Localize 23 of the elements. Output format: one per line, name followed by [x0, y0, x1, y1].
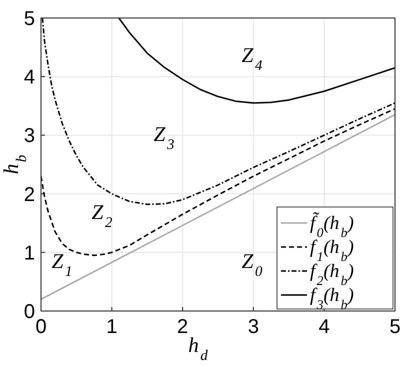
legend-label: f̃$_{0}$(h$_{b}$): [310, 212, 354, 240]
line-series: [118, 18, 395, 104]
y-tick-label: 0: [24, 301, 35, 323]
legend-label: f$_{1}$(h$_{b}$): [310, 237, 354, 264]
y-tick-label: 4: [24, 66, 35, 89]
annotation: Z$_{3}$: [154, 122, 174, 153]
x-tick-label: 1: [106, 316, 118, 338]
y-tick-label: 5: [24, 8, 35, 30]
y-tick-label: 1: [24, 242, 35, 264]
x-tick-label: 4: [318, 316, 330, 338]
legend-label: f$_{3}$(h$_{b}$): [310, 285, 354, 312]
annotation: Z$_{2}$: [92, 200, 114, 231]
x-tick-label: 5: [389, 316, 401, 338]
x-tick-label: 3: [248, 316, 259, 338]
y-tick-label: 3: [24, 125, 35, 148]
annotation: Z$_{1}$: [52, 249, 72, 280]
y-tick-label: 2: [24, 184, 35, 206]
annotation: Z$_{0}$: [242, 249, 264, 280]
x-axis-title: h$_{d}$: [188, 333, 208, 364]
annotation: Z$_{4}$: [242, 43, 264, 74]
legend-label: f$_{2}$(h$_{b}$): [310, 261, 354, 288]
line-series: [42, 18, 395, 206]
x-tick-label: 2: [177, 316, 188, 338]
